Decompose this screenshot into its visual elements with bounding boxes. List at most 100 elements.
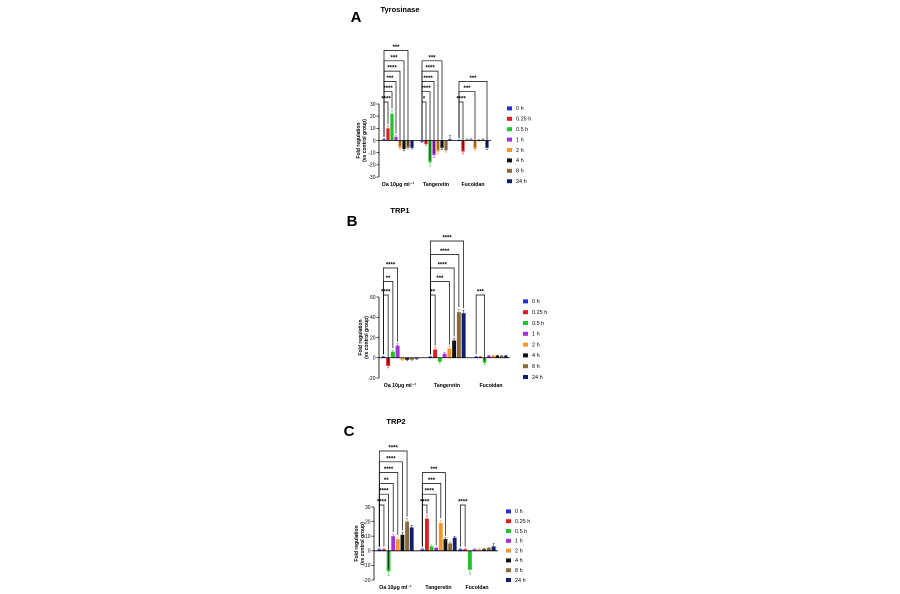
significance-bracket (430, 254, 460, 355)
significance-bracket (475, 294, 485, 361)
significance-label: * (423, 97, 426, 103)
legend-swatch (523, 342, 528, 347)
significance-bracket (421, 60, 443, 146)
bar (390, 351, 395, 358)
legend-label: 24 h (515, 578, 526, 584)
significance-label: *** (428, 478, 436, 484)
y-tick-label: -30 (368, 175, 375, 181)
significance-label: **** (442, 236, 452, 242)
y-axis-label: Fold regulation (358, 319, 364, 355)
legend-label: 4 h (516, 158, 524, 164)
bar (414, 357, 419, 359)
category-label: Tangeretin (425, 585, 451, 591)
significance-bracket (430, 294, 436, 355)
significance-label: *** (469, 76, 477, 82)
y-tick-label: 40 (370, 315, 376, 321)
legend-swatch (507, 137, 512, 142)
y-tick-label: 0 (368, 549, 371, 555)
y-tick-label: 10 (365, 534, 371, 540)
legend-label: 8 h (532, 364, 540, 370)
legend-swatch (507, 116, 512, 121)
y-tick-label: 60 (370, 295, 376, 301)
bar (482, 549, 487, 551)
bar (410, 140, 414, 148)
category-label: Oa 10μg ml⁻¹ (384, 383, 417, 389)
legend-swatch (507, 106, 512, 111)
legend-swatch (523, 310, 528, 315)
legend-label: 0 h (532, 299, 540, 305)
legend-label: 4 h (515, 558, 523, 564)
y-tick-label: 30 (370, 102, 376, 108)
bar (495, 355, 500, 358)
legend-swatch (523, 375, 528, 379)
y-tick-label: -20 (368, 376, 375, 382)
legend-swatch (506, 568, 511, 573)
legend-label: 0 h (516, 106, 524, 112)
bar (386, 128, 390, 141)
legend-label: 8 h (516, 169, 524, 175)
bar (452, 537, 457, 551)
bar (428, 356, 433, 358)
bar (377, 549, 382, 551)
significance-label: *** (390, 55, 398, 61)
bar (461, 313, 466, 358)
bar (391, 536, 396, 551)
y-tick-label: -20 (363, 578, 370, 584)
bar (438, 523, 443, 551)
panel-letter: A (351, 9, 362, 26)
bar (469, 139, 473, 141)
bar (434, 547, 439, 551)
legend-label: 1 h (532, 332, 540, 338)
significance-label: **** (381, 290, 391, 296)
legend-swatch (506, 558, 511, 563)
bar (456, 312, 461, 358)
legend-label: 2 h (516, 148, 524, 154)
legend-swatch (523, 321, 528, 325)
y-axis-label: Fold regulation (356, 122, 362, 158)
bar (481, 139, 485, 141)
significance-label: *** (436, 276, 444, 282)
panel-c: C TRP2 Fold regulation (vs control group) -2… (344, 417, 531, 591)
bar (437, 357, 442, 362)
significance-bracket (460, 504, 466, 547)
significance-bracket (383, 50, 409, 146)
panel-letter: B (347, 213, 358, 230)
significance-label: ** (384, 478, 389, 484)
bar (477, 549, 482, 551)
legend-label: 0.25 h (516, 117, 531, 123)
bar (395, 539, 400, 551)
panel-a: A Tyrosinase Fold regulation (vs control gr… (351, 5, 532, 188)
y-tick-label: -20 (368, 163, 375, 169)
legend-swatch (523, 364, 528, 369)
significance-label: **** (377, 500, 387, 506)
legend-swatch (506, 529, 511, 533)
legend-swatch (523, 299, 528, 304)
y-tick-label: 0 (373, 138, 376, 144)
significance-label: **** (438, 263, 448, 269)
legend-swatch (507, 158, 512, 163)
significance-label: **** (425, 489, 435, 495)
bar (472, 549, 477, 551)
panel-b: B TRP1 Fold regulation (vs control group) -2… (347, 206, 548, 389)
legend-swatch (507, 148, 512, 152)
significance-label: **** (425, 66, 435, 72)
significance-label: **** (420, 500, 430, 506)
bar (405, 357, 410, 360)
panel-title: Tyrosinase (380, 5, 419, 14)
y-tick-label: 20 (370, 114, 376, 120)
legend-label: 1 h (515, 539, 523, 545)
bar (504, 355, 508, 358)
bar (382, 549, 386, 551)
legend-swatch (523, 353, 528, 358)
bar (405, 521, 409, 551)
legend-swatch (507, 168, 512, 173)
significance-label: **** (386, 263, 396, 269)
y-tick-label: 10 (370, 126, 376, 132)
bar (400, 534, 405, 551)
significance-label: *** (428, 55, 436, 61)
legend-label: 2 h (532, 342, 540, 348)
significance-label: **** (383, 86, 393, 92)
legend-label: 0.25 h (532, 310, 547, 316)
legend-swatch (506, 538, 511, 543)
category-label: Oa 10μg ml⁻¹ (379, 585, 412, 591)
